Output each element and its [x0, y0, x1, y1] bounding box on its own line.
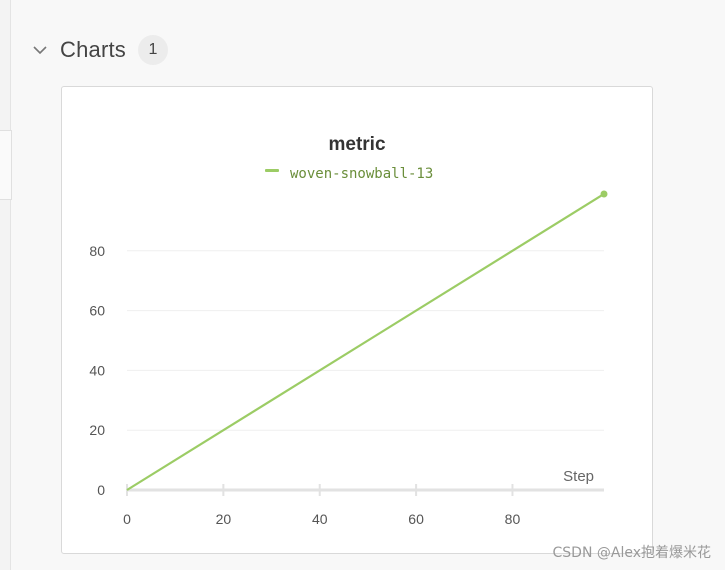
charts-section-header[interactable]: Charts 1 — [30, 32, 168, 68]
legend-label: woven-snowball-13 — [290, 166, 433, 182]
chart-count-badge: 1 — [138, 35, 168, 65]
series-endpoint — [600, 190, 608, 198]
y-tick-label: 80 — [89, 243, 105, 259]
x-axis — [126, 484, 604, 496]
legend: woven-snowball-13 — [265, 166, 433, 182]
chevron-down-icon[interactable] — [30, 40, 50, 60]
y-tick-label: 60 — [89, 303, 105, 319]
x-axis-title: Step — [563, 468, 594, 485]
y-tick-label: 40 — [89, 362, 105, 378]
x-tick-label: 0 — [123, 511, 131, 527]
x-tick-label: 40 — [312, 511, 328, 527]
left-panel-fragment — [0, 130, 12, 200]
y-tick-label: 20 — [89, 422, 105, 438]
series-line — [126, 193, 605, 491]
line-chart: 0 20 40 60 80 0 20 40 60 80 metric woven-snowball… — [89, 134, 608, 527]
series-layer — [126, 190, 608, 491]
grid-lines — [127, 250, 604, 431]
section-title: Charts — [60, 37, 126, 62]
chart-title: metric — [328, 134, 385, 155]
y-tick-label: 0 — [97, 482, 105, 498]
watermark: CSDN @Alex抱着爆米花 — [552, 545, 711, 561]
tick-labels: 0 20 40 60 80 0 20 40 60 80 — [89, 243, 520, 527]
x-tick-label: 60 — [408, 511, 424, 527]
x-tick-label: 80 — [505, 511, 521, 527]
chart-panel: 0 20 40 60 80 0 20 40 60 80 metric woven-snowball… — [61, 86, 653, 554]
legend-swatch — [265, 169, 279, 172]
left-sidebar-edge — [0, 0, 11, 570]
x-tick-label: 20 — [216, 511, 232, 527]
